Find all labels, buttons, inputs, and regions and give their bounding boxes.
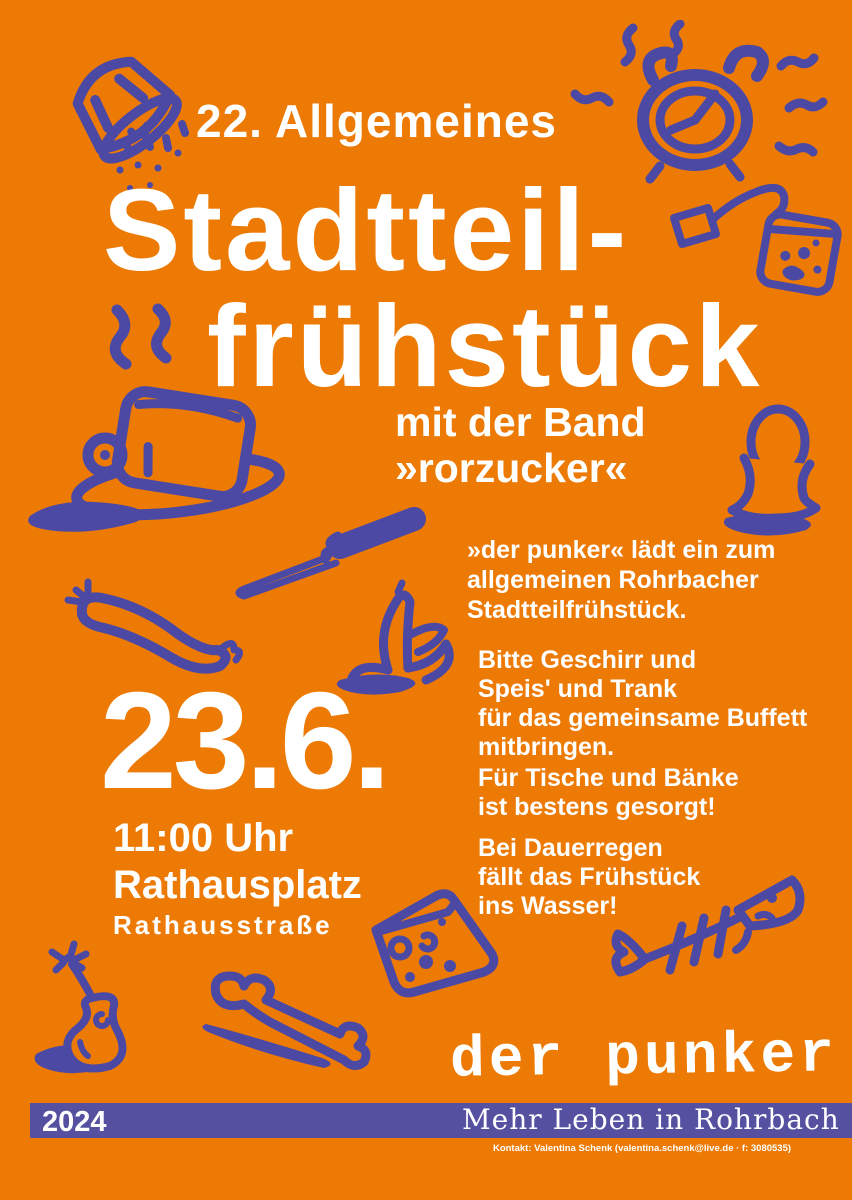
punker-logo: der punker [449, 1023, 839, 1094]
bone-icon [192, 958, 372, 1073]
paragraph-line: Speis' und Trank [478, 675, 678, 703]
alarm-clock-icon [565, 20, 830, 205]
paragraph-line: ist bestens gesorgt! [478, 793, 716, 821]
intro-line: Stadtteilfrühstück. [467, 596, 687, 624]
poster-title-line2: frühstück [207, 281, 763, 411]
footer-slogan: Mehr Leben in Rohrbach [462, 1103, 840, 1136]
flower-vase-icon [28, 938, 158, 1098]
egg-cup-icon [698, 402, 852, 542]
event-date: 23.6. [100, 664, 391, 818]
event-time: 11:00 Uhr [113, 816, 294, 860]
event-street: Rathausstraße [113, 910, 333, 940]
band-subtitle-line1: mit der Band [395, 399, 646, 445]
banana-icon [312, 572, 477, 697]
paragraph-line: fällt das Frühstück [478, 863, 701, 891]
band-name: »rorzucker« [395, 445, 628, 491]
cheese-icon [362, 882, 502, 1002]
intro-paragraph: »der punker« lädt ein zum allgemeinen Ro… [467, 535, 847, 625]
paragraph-line: Bei Dauerregen [478, 834, 663, 862]
kicker-text: 22. Allgemeines [196, 95, 558, 147]
bring-paragraph: Bitte Geschirr und Speis' und Trank für … [478, 646, 852, 762]
paragraph-line: für das gemeinsame Buffett [478, 704, 808, 732]
tea-bag-icon [668, 178, 852, 303]
tables-paragraph: Für Tische und Bänke ist bestens gesorgt… [478, 764, 852, 822]
contact-info: Kontakt: Valentina Schenk (valentina.sch… [492, 1143, 792, 1154]
event-time-place: 11:00 Uhr Rathausplatz [113, 815, 362, 909]
intro-line: allgemeinen Rohrbacher [467, 566, 759, 594]
coffee-cup-icon [8, 300, 293, 545]
paragraph-line: Bitte Geschirr und [478, 646, 697, 674]
knife-icon [232, 505, 437, 600]
poster-title-line1: Stadtteil- [103, 165, 630, 295]
paragraph-line: Für Tische und Bänke [478, 764, 739, 792]
fish-bones-icon [600, 858, 810, 1003]
event-place: Rathausplatz [113, 863, 362, 907]
paragraph-line: mitbringen. [478, 733, 615, 761]
salt-shaker-icon [30, 22, 215, 207]
intro-line: »der punker« lädt ein zum [467, 536, 776, 564]
sausage-icon [52, 562, 247, 692]
footer-year: 2024 [42, 1106, 107, 1138]
paragraph-line: ins Wasser! [478, 892, 618, 920]
rain-paragraph: Bei Dauerregen fällt das Frühstück ins W… [478, 834, 852, 921]
footer-band [30, 1103, 852, 1138]
